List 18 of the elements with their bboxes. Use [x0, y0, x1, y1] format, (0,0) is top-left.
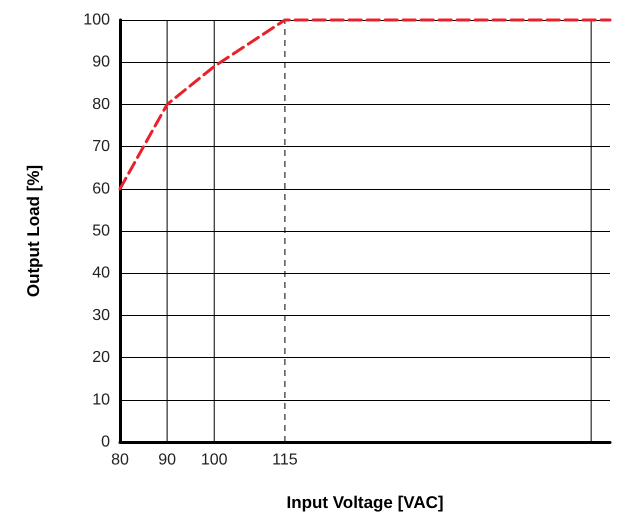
line-series — [118, 18, 612, 190]
y-tick-label: 70 — [92, 138, 110, 156]
y-tick-label: 80 — [92, 96, 110, 113]
x-tick-label: 115 — [272, 452, 298, 468]
x-axis-title: Input Voltage [VAC] — [286, 493, 444, 512]
y-axis-title: Output Load [%] — [24, 164, 43, 298]
x-tick-label: 100 — [200, 452, 228, 468]
y-tick-label: 20 — [92, 349, 110, 366]
y-tick-label: 50 — [92, 222, 110, 240]
y-tick-label: 0 — [101, 434, 110, 450]
y-tick-label: 30 — [92, 306, 110, 324]
y-tick-label: 40 — [92, 264, 110, 282]
x-tick-label: 80 — [111, 452, 129, 468]
y-tick-label: 90 — [92, 54, 110, 71]
y-tick-label: 10 — [92, 391, 110, 408]
y-tick-label: 100 — [83, 12, 110, 28]
x-tick-label: 90 — [158, 452, 176, 468]
y-tick-label: 60 — [92, 180, 110, 198]
